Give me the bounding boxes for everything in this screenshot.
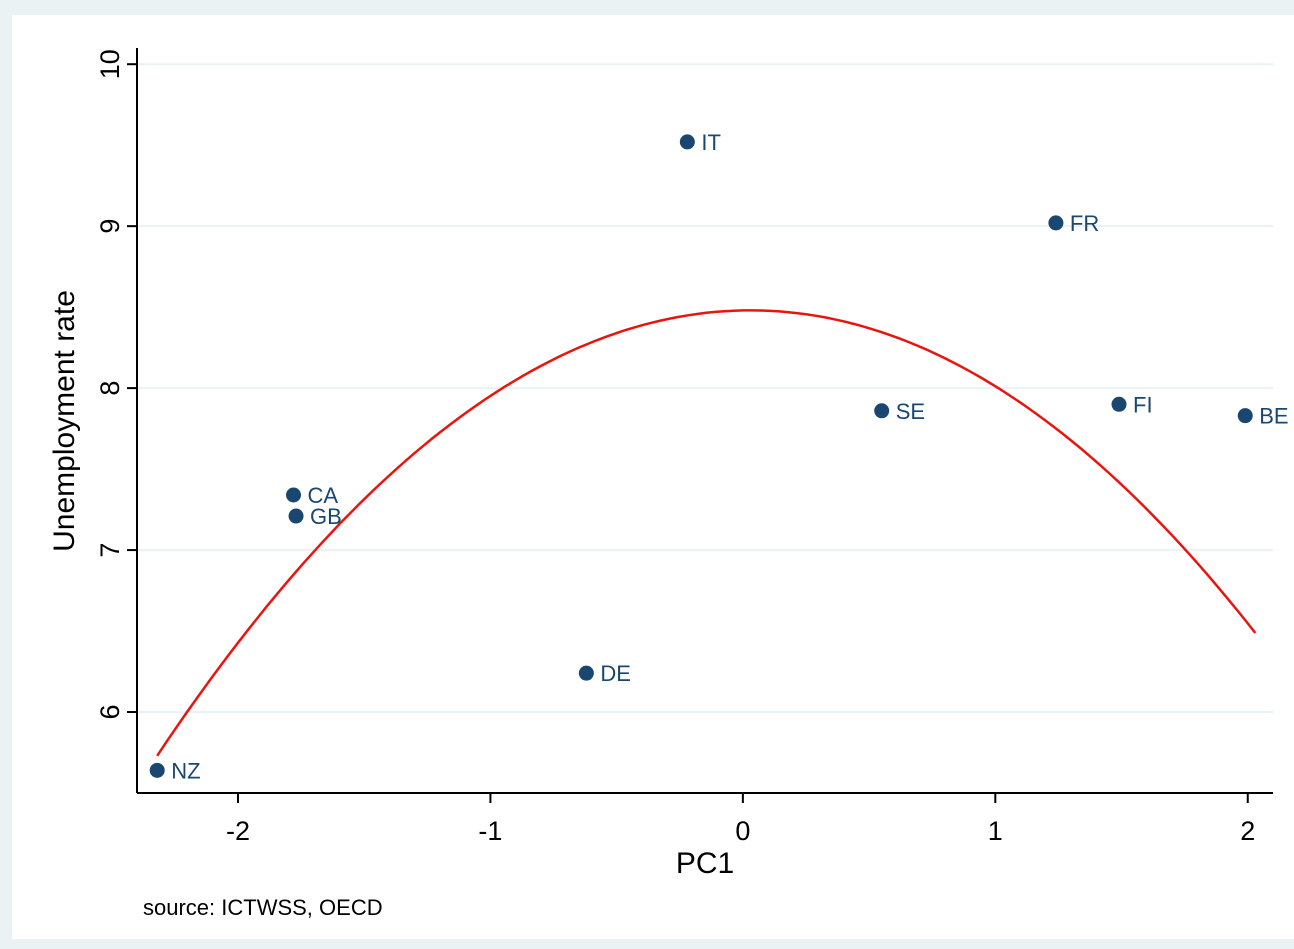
x-tick-label: 2 <box>1240 816 1255 846</box>
fit-curve <box>156 309 1257 757</box>
y-tick-label: 10 <box>95 49 125 79</box>
point-label-ca: CA <box>308 483 339 508</box>
x-tick-label: 1 <box>988 816 1003 846</box>
point-label-gb: GB <box>310 504 342 529</box>
point-label-it: IT <box>701 130 721 155</box>
point-de <box>578 665 594 681</box>
y-ticks: 6 7 8 9 10 <box>95 49 137 720</box>
x-tick-label: -1 <box>478 816 502 846</box>
point-nz <box>149 762 165 778</box>
point-se <box>874 403 890 419</box>
axes <box>136 48 1273 794</box>
point-label-nz: NZ <box>171 758 200 783</box>
y-axis-title: Unemployment rate <box>48 290 81 552</box>
point-it <box>679 134 695 150</box>
x-tick-label: 0 <box>735 816 750 846</box>
grid-lines <box>137 63 1273 714</box>
point-label-fr: FR <box>1070 211 1099 236</box>
point-label-fi: FI <box>1133 392 1153 417</box>
point-ca <box>286 487 302 503</box>
y-tick-label: 7 <box>95 543 125 558</box>
y-tick-label: 6 <box>95 705 125 720</box>
point-label-de: DE <box>600 661 631 686</box>
y-tick-label: 8 <box>95 381 125 396</box>
point-fr <box>1048 215 1064 231</box>
point-label-be: BE <box>1259 404 1288 429</box>
point-label-se: SE <box>896 399 925 424</box>
point-be <box>1237 408 1253 424</box>
point-fi <box>1111 396 1127 412</box>
x-axis-title: PC1 <box>676 847 734 880</box>
x-tick-label: -2 <box>226 816 250 846</box>
source-note: source: ICTWSS, OECD <box>143 895 383 920</box>
panel-background <box>12 15 1294 939</box>
point-gb <box>288 508 304 524</box>
x-ticks: -2 -1 0 1 2 <box>226 793 1255 846</box>
y-tick-label: 9 <box>95 219 125 234</box>
